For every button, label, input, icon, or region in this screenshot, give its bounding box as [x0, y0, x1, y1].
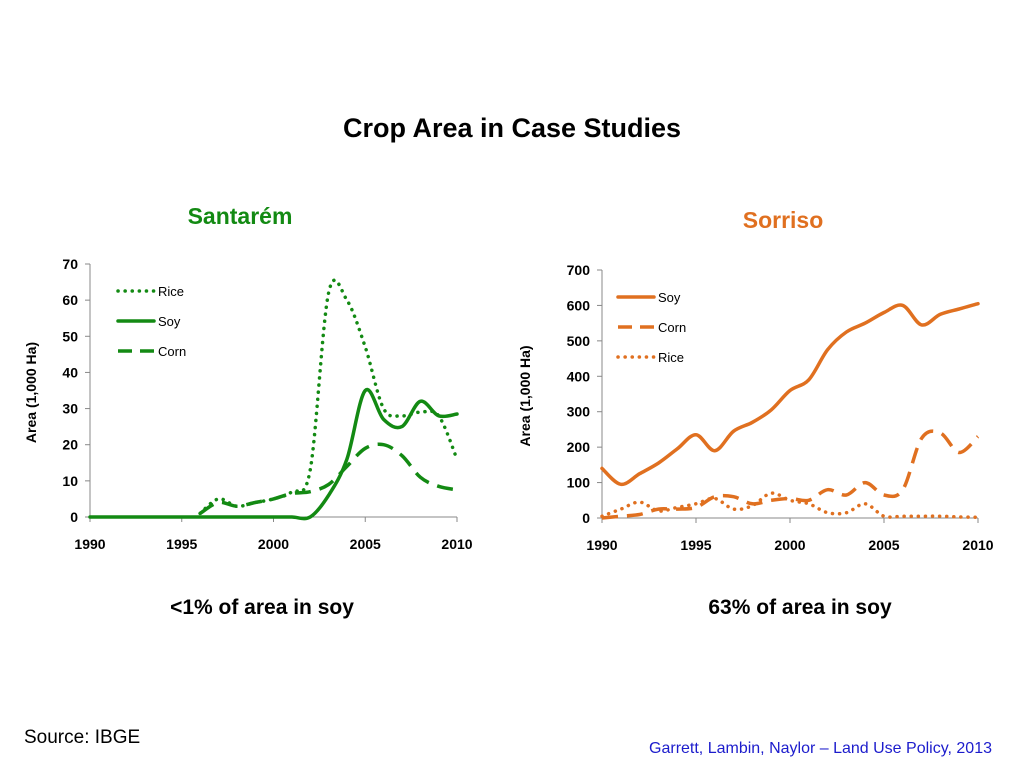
legend-label-soy: Soy — [158, 314, 181, 329]
y-tick-label: 400 — [567, 368, 591, 384]
x-tick-label: 2005 — [868, 537, 899, 553]
y-tick-label: 200 — [567, 439, 591, 455]
y-tick-label: 500 — [567, 333, 591, 349]
y-axis-label: Area (1,000 Ha) — [23, 342, 39, 443]
y-tick-label: 100 — [567, 475, 591, 491]
y-tick-label: 20 — [62, 437, 78, 453]
y-tick-label: 70 — [62, 256, 78, 272]
santarem-caption: <1% of area in soy — [170, 596, 354, 619]
legend-label-rice: Rice — [658, 350, 684, 365]
sorriso-caption: 63% of area in soy — [708, 596, 892, 619]
series-line-rice — [198, 278, 459, 516]
legend-label-corn: Corn — [658, 320, 686, 335]
series-line-soy — [88, 387, 459, 521]
legend-label-corn: Corn — [158, 344, 186, 359]
y-tick-label: 0 — [70, 509, 78, 525]
y-tick-label: 60 — [62, 292, 78, 308]
sorriso-title: Sorriso — [742, 207, 824, 233]
y-axis-label: Area (1,000 Ha) — [517, 345, 533, 446]
slide-title: Crop Area in Case Studies — [342, 113, 682, 143]
citation-link[interactable]: Garrett, Lambin, Naylor – Land Use Polic… — [649, 740, 992, 757]
y-tick-label: 30 — [62, 401, 78, 417]
x-tick-label: 1990 — [586, 537, 617, 553]
sorriso-chart: 0 100 200 300 400 500 600 700 1990 1995 2000 2005 20… — [517, 262, 994, 553]
santarem-chart: 0 10 20 30 40 50 60 70 1990 1995 2000 2005 2010 Area … — [23, 256, 473, 552]
series-line-corn — [199, 442, 458, 515]
x-tick-label: 1995 — [166, 536, 197, 552]
series-line-corn — [601, 429, 980, 520]
x-tick-label: 1990 — [74, 536, 105, 552]
x-tick-label: 2000 — [774, 537, 805, 553]
santarem-title: Santarém — [187, 203, 293, 229]
series-line-rice — [600, 491, 980, 520]
y-tick-label: 0 — [582, 510, 590, 526]
y-tick-label: 600 — [567, 297, 591, 313]
y-tick-label: 10 — [62, 473, 78, 489]
series-line-soy — [600, 301, 980, 487]
legend-label-soy: Soy — [658, 290, 681, 305]
x-tick-label: 2010 — [441, 536, 472, 552]
y-tick-label: 300 — [567, 404, 591, 420]
x-tick-label: 2005 — [350, 536, 381, 552]
x-tick-label: 2000 — [258, 536, 289, 552]
y-tick-label: 700 — [567, 262, 591, 278]
source-note: Source: IBGE — [24, 727, 141, 748]
x-tick-label: 1995 — [680, 537, 711, 553]
y-tick-label: 50 — [62, 328, 78, 344]
y-tick-label: 40 — [62, 364, 78, 380]
legend-label-rice: Rice — [158, 284, 184, 299]
x-tick-label: 2010 — [962, 537, 993, 553]
